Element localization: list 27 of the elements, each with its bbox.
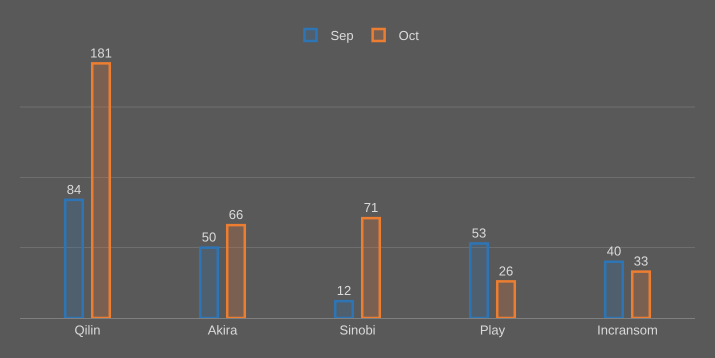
legend-label: Sep <box>330 28 354 44</box>
x-tick-label: Play <box>480 322 506 338</box>
legend-label: Oct <box>398 28 420 44</box>
x-tick-label: Akira <box>208 322 238 338</box>
data-label: 71 <box>364 200 378 216</box>
data-label: 33 <box>634 254 648 269</box>
bar <box>64 198 84 318</box>
data-label: 66 <box>228 207 244 222</box>
bar <box>468 242 490 318</box>
bar <box>360 216 382 318</box>
data-label: 84 <box>66 182 82 197</box>
bar <box>630 270 652 318</box>
data-label: 50 <box>202 230 216 245</box>
bar <box>90 62 112 318</box>
x-tick-label: Sinobi <box>339 322 376 338</box>
data-label: 181 <box>90 45 112 60</box>
data-label: 12 <box>336 283 352 298</box>
x-tick-label: Qilin <box>74 322 101 338</box>
data-label: 53 <box>472 225 486 240</box>
bar <box>604 260 624 318</box>
x-tick-label: Incransom <box>597 322 658 338</box>
bar <box>226 224 246 318</box>
data-label: 40 <box>606 244 622 259</box>
data-label: 26 <box>498 263 514 278</box>
bar <box>334 300 354 318</box>
bar <box>198 246 220 318</box>
bar <box>496 280 516 318</box>
